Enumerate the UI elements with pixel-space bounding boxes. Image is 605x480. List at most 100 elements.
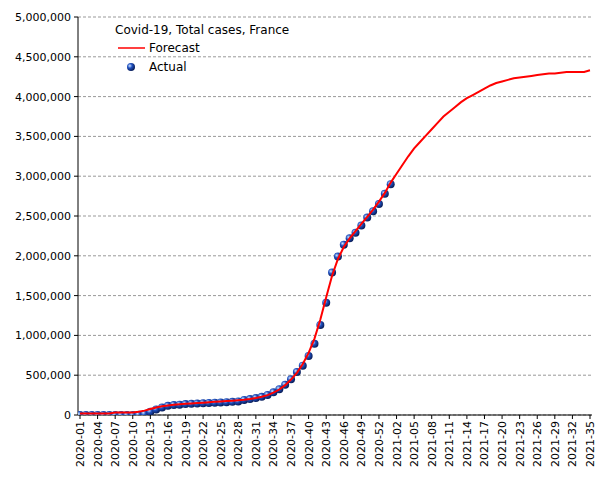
x-tick-label: 2021-14 xyxy=(461,421,474,467)
x-tick xyxy=(308,415,309,419)
y-tick-label: 1,500,000 xyxy=(15,290,71,303)
grid-line xyxy=(78,375,592,376)
y-tick xyxy=(74,335,78,336)
grid-line xyxy=(78,176,592,177)
x-tick-label: 2020-40 xyxy=(303,421,316,467)
x-tick-label: 2020-28 xyxy=(232,421,245,467)
x-tick xyxy=(519,415,520,419)
x-tick-label: 2020-10 xyxy=(127,421,140,467)
x-tick xyxy=(255,415,256,419)
title: Covid-19, Total cases, France xyxy=(115,23,289,37)
y-tick-label: 0 xyxy=(64,409,71,422)
x-tick xyxy=(132,415,133,419)
x-tick-label: 2021-23 xyxy=(514,421,527,467)
x-tick xyxy=(378,415,379,419)
grid-line xyxy=(78,415,592,416)
x-tick-label: 2020-04 xyxy=(92,421,105,467)
x-tick-label: 2021-20 xyxy=(496,421,509,467)
x-tick xyxy=(203,415,204,419)
grid-line xyxy=(78,56,592,57)
grid-line xyxy=(78,136,592,137)
forecast-line xyxy=(80,70,590,413)
x-tick-label: 2021-35 xyxy=(584,421,597,467)
y-tick xyxy=(74,375,78,376)
x-tick xyxy=(396,415,397,419)
x-tick xyxy=(343,415,344,419)
x-tick-label: 2021-05 xyxy=(408,421,421,467)
y-tick xyxy=(74,415,78,416)
y-tick-label: 3,500,000 xyxy=(15,130,71,143)
y-tick-label: 2,500,000 xyxy=(15,210,71,223)
x-tick-label: 2020-22 xyxy=(197,421,210,467)
y-tick-label: 5,000,000 xyxy=(15,11,71,24)
legend-label: Forecast xyxy=(149,41,200,55)
x-tick xyxy=(484,415,485,419)
x-tick xyxy=(572,415,573,419)
x-tick xyxy=(167,415,168,419)
y-tick xyxy=(74,136,78,137)
x-tick xyxy=(590,415,591,419)
legend-swatch xyxy=(127,63,135,71)
x-tick xyxy=(220,415,221,419)
x-tick-label: 2021-02 xyxy=(391,421,404,467)
y-tick xyxy=(74,17,78,18)
x-tick-label: 2020-46 xyxy=(338,421,351,467)
x-tick xyxy=(97,415,98,419)
x-tick-label: 2020-25 xyxy=(215,421,228,467)
x-tick xyxy=(414,415,415,419)
x-axis xyxy=(78,415,592,416)
x-tick xyxy=(431,415,432,419)
grid-line xyxy=(78,216,592,217)
y-tick-label: 2,000,000 xyxy=(15,250,71,263)
y-tick-label: 500,000 xyxy=(26,369,72,382)
grid-line xyxy=(78,335,592,336)
x-tick-label: 2020-37 xyxy=(285,421,298,467)
legend-label: Actual xyxy=(149,60,187,74)
chart: 0 500,000 1,000,000 1,500,000 2,000,000 2,500… xyxy=(0,0,605,480)
grid-line xyxy=(78,295,592,296)
x-tick-label: 2021-26 xyxy=(531,421,544,467)
grid-line xyxy=(78,96,592,97)
y-tick xyxy=(74,295,78,296)
legend-swatch xyxy=(118,47,145,49)
x-tick-label: 2020-49 xyxy=(355,421,368,467)
y-tick xyxy=(74,56,78,57)
x-tick xyxy=(537,415,538,419)
x-tick xyxy=(466,415,467,419)
x-tick-label: 2020-16 xyxy=(162,421,175,467)
x-tick xyxy=(326,415,327,419)
x-tick xyxy=(238,415,239,419)
y-tick-label: 4,000,000 xyxy=(15,91,71,104)
x-tick xyxy=(291,415,292,419)
x-tick-label: 2021-08 xyxy=(426,421,439,467)
x-tick-label: 2020-31 xyxy=(250,421,263,467)
y-tick xyxy=(74,216,78,217)
y-tick-label: 1,000,000 xyxy=(15,329,71,342)
x-tick xyxy=(185,415,186,419)
x-tick-label: 2020-52 xyxy=(373,421,386,467)
x-tick-label: 2020-19 xyxy=(180,421,193,467)
y-tick xyxy=(74,96,78,97)
x-tick xyxy=(115,415,116,419)
plot-area xyxy=(78,70,590,415)
x-tick-label: 2020-13 xyxy=(144,421,157,467)
x-tick xyxy=(502,415,503,419)
x-tick-label: 2020-07 xyxy=(109,421,122,467)
x-tick-label: 2020-43 xyxy=(320,421,333,467)
x-tick-label: 2021-29 xyxy=(549,421,562,467)
y-tick-label: 4,500,000 xyxy=(15,51,71,64)
y-tick-label: 3,000,000 xyxy=(15,170,71,183)
x-tick xyxy=(361,415,362,419)
x-tick xyxy=(449,415,450,419)
x-tick-label: 2021-11 xyxy=(443,421,456,467)
x-tick xyxy=(80,415,81,419)
x-tick xyxy=(150,415,151,419)
x-tick xyxy=(554,415,555,419)
x-tick-label: 2021-32 xyxy=(566,421,579,467)
y-tick xyxy=(74,255,78,256)
y-axis xyxy=(78,17,79,415)
x-tick-label: 2020-34 xyxy=(267,421,280,467)
legend: Covid-19, Total cases, France Forecast Act… xyxy=(115,23,289,74)
x-tick-label: 2021-17 xyxy=(478,421,491,467)
x-tick-label: 2020-01 xyxy=(74,421,87,467)
